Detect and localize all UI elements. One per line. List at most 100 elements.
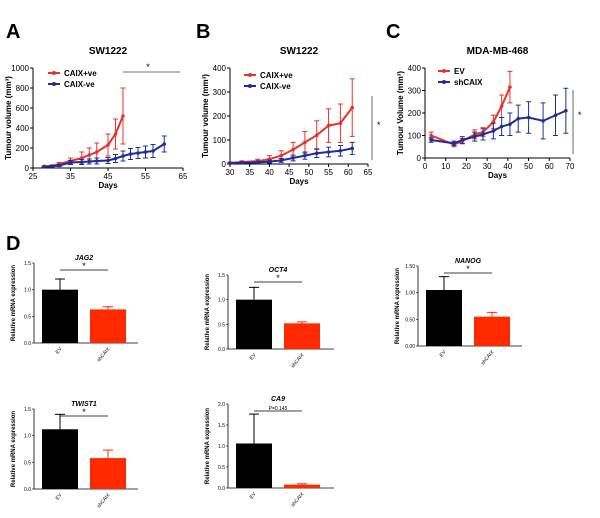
x-tick-label: 55 — [141, 172, 150, 181]
data-point — [94, 159, 99, 163]
chart-title: SW1222 — [280, 46, 319, 57]
bar-shcaix — [90, 309, 126, 343]
y-tick-label: 400 — [408, 64, 422, 73]
gene-label: OCT4 — [269, 267, 288, 274]
x-tick-label: 40 — [503, 162, 512, 171]
bar-shcaix — [90, 458, 126, 489]
data-point — [481, 132, 485, 137]
data-point — [106, 158, 110, 163]
chart-d-oct4: 0.0 0.5 1.0 1.5 Relative mRNA expression EV sh… — [205, 267, 334, 369]
data-point — [553, 113, 558, 118]
x-tick-label: shCAIX — [290, 491, 306, 508]
x-axis-label: Days — [98, 181, 118, 190]
bar-ev — [42, 429, 78, 489]
x-tick-label: 40 — [265, 168, 274, 177]
x-axis-label: Days — [289, 177, 309, 186]
x-tick-label: shCAIX — [96, 492, 112, 509]
y-tick-label: 1.5 — [24, 261, 31, 267]
y-tick-label: 1.00 — [405, 291, 415, 297]
gene-label: NANOG — [455, 258, 482, 265]
x-tick-label: 55 — [324, 168, 333, 177]
panel-label-a: A — [6, 21, 20, 43]
x-tick-label: 60 — [545, 162, 554, 171]
x-tick-label: shCAIX — [480, 349, 496, 366]
y-axis-label: Tumour Volume (mm³) — [396, 71, 405, 155]
bar-ev — [236, 443, 272, 488]
x-tick-label: shCAIX — [290, 352, 306, 369]
y-tick-label: 0.50 — [405, 317, 415, 323]
bar-shcaix — [284, 484, 320, 488]
x-tick-label: 45 — [285, 168, 294, 177]
y-tick-label: 0.0 — [24, 341, 31, 347]
y-tick-label: 1.5 — [218, 273, 225, 279]
significance-star: * — [377, 120, 381, 130]
data-point — [508, 85, 512, 89]
x-axis-label: Days — [488, 171, 508, 180]
legend-marker — [442, 80, 446, 84]
data-point — [49, 164, 54, 168]
data-point — [429, 133, 434, 138]
data-point — [106, 143, 110, 147]
y-tick-label: 0.5 — [24, 460, 31, 466]
chart-title: MDA-MB-468 — [467, 46, 529, 57]
data-point — [326, 123, 331, 128]
p-value-label: P=0.145 — [269, 406, 288, 412]
significance-star: * — [146, 62, 150, 72]
x-tick-label: 60 — [344, 168, 353, 177]
y-tick-label: 0 — [417, 154, 422, 163]
data-point — [326, 150, 331, 154]
legend-label: CAIX-ve — [260, 82, 291, 91]
series-line — [229, 106, 354, 164]
panel-label-d: D — [6, 233, 20, 255]
data-point — [255, 160, 260, 165]
chart-d-nanog: 0.00 0.50 1.00 1.50 Relative mRNA expression… — [395, 258, 522, 366]
bar-ev — [42, 289, 78, 343]
y-tick-label: 200 — [213, 112, 227, 121]
x-tick-label: 20 — [462, 162, 471, 171]
y-tick-label: 200 — [16, 144, 30, 153]
x-tick-label: 50 — [304, 168, 313, 177]
y-tick-label: 2.0 — [218, 402, 225, 408]
x-tick-label: 35 — [66, 172, 75, 181]
data-point — [121, 114, 125, 118]
y-tick-label: 0.0 — [218, 347, 225, 353]
x-tick-label: EV — [55, 346, 64, 355]
data-point — [87, 153, 92, 157]
chart-d-jag2: 0.0 0.5 1.0 1.5 Relative mRNA expression EV sh… — [11, 255, 138, 363]
data-point — [526, 115, 531, 120]
data-point — [57, 163, 62, 168]
x-tick-label: 25 — [29, 172, 38, 181]
significance-star: * — [578, 110, 582, 120]
data-point — [491, 129, 496, 133]
gene-label: CA9 — [271, 396, 285, 403]
y-tick-label: 400 — [16, 124, 30, 133]
x-tick-label: EV — [249, 352, 258, 361]
data-point — [303, 140, 307, 145]
data-point — [228, 161, 232, 166]
y-tick-label: 0.0 — [24, 487, 31, 493]
legend-label: CAIX+ve — [260, 71, 293, 80]
data-point — [279, 153, 284, 158]
data-point — [68, 160, 73, 165]
data-point — [291, 147, 295, 152]
legend-label: CAIX-ve — [64, 80, 95, 89]
x-tick-label: 50 — [524, 162, 533, 171]
x-tick-label: EV — [439, 349, 448, 358]
data-point — [314, 151, 319, 155]
x-tick-label: 45 — [104, 172, 113, 181]
legend-marker — [248, 73, 252, 77]
panel-label-c: C — [386, 21, 400, 43]
y-tick-label: 0.00 — [405, 344, 415, 350]
legend-marker — [52, 71, 56, 75]
y-tick-label: 0 — [222, 160, 227, 169]
y-tick-label: 1000 — [11, 64, 29, 73]
data-point — [460, 138, 465, 142]
chart-d-ca9: 0.0 0.5 1.0 1.5 2.0 Relative mRNA expression E… — [205, 396, 334, 508]
significance-star: * — [466, 264, 470, 274]
data-point — [267, 159, 272, 164]
y-tick-label: 300 — [408, 87, 422, 96]
data-point — [564, 108, 568, 113]
data-point — [508, 122, 512, 127]
panel-label-b: B — [196, 21, 210, 43]
data-point — [429, 138, 434, 142]
